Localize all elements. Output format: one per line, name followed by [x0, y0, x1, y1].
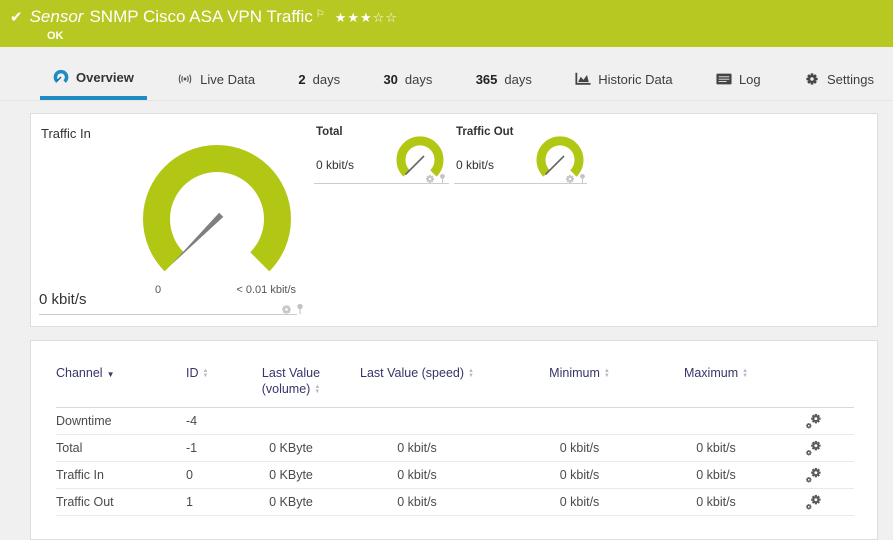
- tab-log[interactable]: Log: [703, 58, 774, 100]
- channel-name[interactable]: Downtime: [56, 407, 186, 435]
- sort-icon: ▲ ▼: [202, 367, 209, 379]
- column-header-actions: [771, 341, 854, 408]
- channel-settings-icon[interactable]: [805, 440, 822, 457]
- table-row: Total -1 0 KByte 0 kbit/s 0 kbit/s 0 kbi…: [56, 434, 854, 462]
- tab-live-data[interactable]: Live Data: [164, 58, 268, 100]
- traffic-out-gauge: [536, 136, 584, 177]
- sort-icon: ▲ ▼: [742, 367, 749, 379]
- channel-id: 0: [186, 461, 246, 489]
- minimum: 0 kbit/s: [498, 434, 661, 462]
- sort-desc-icon: ▼: [106, 370, 115, 379]
- tab-overview[interactable]: Overview: [40, 58, 147, 100]
- pin-icon[interactable]: [296, 303, 304, 315]
- priority-flag-icon[interactable]: ⚐: [315, 9, 325, 20]
- last-value-speed: 0 kbit/s: [336, 488, 498, 516]
- traffic-in-gauge: [143, 145, 291, 272]
- gear-icon: [806, 73, 818, 85]
- total-gauge: [396, 136, 444, 177]
- gauge-title-traffic-in: Traffic In: [41, 126, 91, 141]
- maximum: 0 kbit/s: [661, 434, 771, 462]
- minimum: 0 kbit/s: [498, 488, 661, 516]
- sort-icon: ▲ ▼: [314, 383, 321, 395]
- gauge-actions: [565, 173, 586, 184]
- channels-panel: Channel ▼ ID ▲ ▼ Last Value (volume) ▲ ▼ Last…: [30, 340, 878, 540]
- table-header-row: Channel ▼ ID ▲ ▼ Last Value (volume) ▲ ▼ Last…: [56, 341, 854, 408]
- total-value: 0 kbit/s: [316, 158, 355, 172]
- gauge-title-total: Total: [316, 126, 343, 138]
- maximum: 0 kbit/s: [661, 488, 771, 516]
- maximum: 0 kbit/s: [661, 461, 771, 489]
- channel-id: -1: [186, 434, 246, 462]
- last-value-speed: 0 kbit/s: [336, 461, 498, 489]
- status-badge: OK: [47, 30, 64, 42]
- divider: [454, 183, 587, 184]
- tab-historic-data[interactable]: Historic Data: [562, 58, 685, 100]
- tab-365-days[interactable]: 365 days: [475, 71, 532, 87]
- table-row: Downtime -4: [56, 407, 854, 435]
- minimum: [498, 407, 661, 435]
- channel-name[interactable]: Total: [56, 434, 186, 462]
- traffic-out-value: 0 kbit/s: [456, 158, 495, 172]
- column-header-minimum[interactable]: Minimum ▲ ▼: [498, 341, 661, 408]
- last-value-volume: 0 KByte: [246, 461, 336, 489]
- divider: [39, 314, 297, 315]
- tab-2-days[interactable]: 2 days: [298, 71, 341, 87]
- gauge-icon: [53, 70, 69, 83]
- sensor-kind-label: Sensor: [29, 7, 84, 26]
- gauge-scale-min: 0: [155, 284, 162, 296]
- last-value-speed: [336, 407, 498, 435]
- column-header-last-value-speed[interactable]: Last Value (speed) ▲ ▼: [336, 341, 498, 408]
- gauges-panel: Traffic In 0 < 0.01 kbit/s 0 kbit/s Tota…: [30, 113, 878, 327]
- priority-stars[interactable]: ★★★☆☆: [334, 10, 398, 25]
- minimum: 0 kbit/s: [498, 461, 661, 489]
- check-icon: ✔: [10, 9, 23, 26]
- page-title: SNMP Cisco ASA VPN Traffic: [89, 7, 313, 26]
- channel-settings-icon[interactable]: [805, 413, 822, 430]
- gauge-actions: [281, 303, 304, 315]
- gauge-actions: [425, 173, 446, 184]
- divider: [314, 183, 449, 184]
- log-icon: [716, 73, 732, 85]
- column-header-last-value-volume[interactable]: Last Value (volume) ▲ ▼: [246, 341, 336, 408]
- last-value-volume: 0 KByte: [246, 434, 336, 462]
- table-row: Traffic Out 1 0 KByte 0 kbit/s 0 kbit/s …: [56, 488, 854, 516]
- last-value-volume: [246, 407, 336, 435]
- traffic-in-value: 0 kbit/s: [39, 291, 87, 308]
- sort-icon: ▲ ▼: [603, 367, 610, 379]
- chart-icon: [575, 72, 591, 85]
- column-header-id[interactable]: ID ▲ ▼: [186, 341, 246, 408]
- tab-bar: Overview Live Data 2 days 30 days 365 da…: [0, 58, 893, 101]
- last-value-volume: 0 KByte: [246, 488, 336, 516]
- channel-settings-icon[interactable]: [805, 494, 822, 511]
- tab-30-days[interactable]: 30 days: [383, 71, 433, 87]
- channel-name[interactable]: Traffic Out: [56, 488, 186, 516]
- channel-id: 1: [186, 488, 246, 516]
- tab-settings[interactable]: Settings: [791, 58, 887, 100]
- column-header-maximum[interactable]: Maximum ▲ ▼: [661, 341, 771, 408]
- channel-id: -4: [186, 407, 246, 435]
- pin-icon[interactable]: [439, 173, 446, 184]
- table-row: Traffic In 0 0 KByte 0 kbit/s 0 kbit/s 0…: [56, 461, 854, 489]
- sensor-header: ✔ Sensor SNMP Cisco ASA VPN Traffic ⚐ ★★…: [0, 0, 893, 47]
- column-header-channel[interactable]: Channel ▼: [56, 341, 186, 408]
- live-data-icon: [178, 74, 192, 84]
- channel-settings-icon[interactable]: [805, 467, 822, 484]
- maximum: [661, 407, 771, 435]
- gauge-title-traffic-out: Traffic Out: [456, 126, 514, 138]
- channel-name[interactable]: Traffic In: [56, 461, 186, 489]
- sort-icon: ▲ ▼: [468, 367, 474, 379]
- last-value-speed: 0 kbit/s: [336, 434, 498, 462]
- gauge-scale-max: < 0.01 kbit/s: [236, 284, 296, 296]
- channels-table: Channel ▼ ID ▲ ▼ Last Value (volume) ▲ ▼ Last…: [56, 341, 854, 516]
- pin-icon[interactable]: [579, 173, 586, 184]
